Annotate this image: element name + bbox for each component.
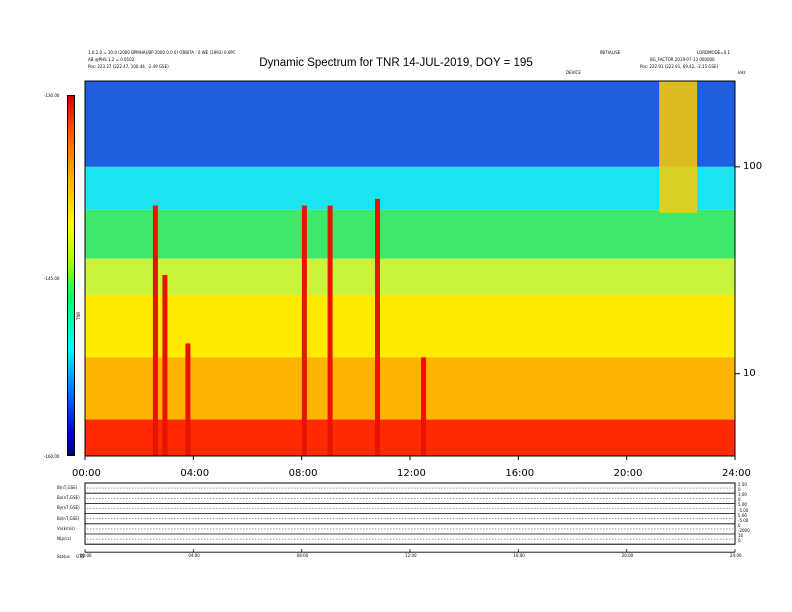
y-tick-label: 100 <box>743 160 763 172</box>
footer-status-label: Status <box>57 554 70 559</box>
burst-5 <box>375 198 380 456</box>
y-tick-label: 10 <box>743 367 756 379</box>
bottom-panel-right-tick: -5.00 <box>738 517 749 523</box>
bottom-panel-right-tick: -2000 <box>738 527 750 533</box>
bottom-panel-x-label: 08:00 <box>296 553 309 559</box>
bottom-panel-x-label: 00:00 <box>80 553 92 559</box>
bottom-panel-right-tick: 2.50 <box>738 482 747 487</box>
spectrum-band-yellow-green <box>85 258 735 296</box>
colorbar-tick-mid: -145.00 <box>44 276 60 281</box>
spectrum-band-yellow <box>85 295 735 358</box>
bottom-panel-right-tick: 5.00 <box>738 502 747 508</box>
burst-4 <box>327 205 333 456</box>
hf-activity-0 <box>659 81 698 213</box>
bottom-panel-row-label: By(nT,GSE) <box>57 505 80 511</box>
burst-0 <box>152 205 158 456</box>
header-info-right-3: Pos: 222.91 (222.91, 69.42, -2.15 GSE) <box>640 64 719 69</box>
header-info-left-2: AB @PHS 1.2 = 0.0102 <box>88 57 135 62</box>
burst-1 <box>162 274 168 456</box>
bottom-panel-row-label: N(p/cc) <box>57 536 72 541</box>
bottom-panel-right-tick: 0 <box>738 487 741 493</box>
footer-status-value: GTD <box>76 554 85 559</box>
bottom-panel-row-label: Bz(nT,GSE) <box>57 515 80 521</box>
header-info-left-3: Pos: 223.27 (222.47, 100.44, -2.49 GSE) <box>88 64 169 69</box>
bottom-panel-x-label: 20:00 <box>621 553 634 559</box>
burst-3 <box>301 205 307 456</box>
spectrum-band-blue <box>85 81 735 167</box>
header-info-left-1: 1.0.2.0 = 10:0 (2000 BPMHA)/BP 2000 0.0 … <box>88 50 236 55</box>
bottom-panel-x-label: 16:00 <box>513 553 525 559</box>
right-axis-unit: kHz <box>738 70 746 75</box>
x-tick-label: 04:00 <box>180 468 210 479</box>
colorbar <box>67 95 75 456</box>
bottom-panel-right-tick: 10 <box>738 533 744 538</box>
colorbar-tick-top: -130.00 <box>44 93 60 98</box>
bottom-panel-row-label: B(nT,GSE) <box>57 485 78 490</box>
header-info-right-1b: LORDMODE=0.1 <box>697 50 731 55</box>
header-info-right-2b: DEVICE <box>566 70 581 75</box>
x-tick-label: 08:00 <box>288 468 318 479</box>
spectrum-band-red <box>85 419 735 456</box>
spectrogram-frame <box>84 80 736 457</box>
x-tick-label: 16:00 <box>505 468 535 479</box>
burst-2 <box>185 343 191 456</box>
chart-title: Dynamic Spectrum for TNR 14-JUL-2019, DO… <box>259 57 533 69</box>
bottom-panel-row-label: Vx(km/s) <box>57 525 75 531</box>
bottom-panel-right-tick: 5.00 <box>738 512 747 518</box>
x-tick-label: 24:00 <box>722 468 751 479</box>
colorbar-tick-bottom: -160.00 <box>44 454 60 459</box>
x-tick-label: 00:00 <box>72 468 101 479</box>
bottom-panel-right-tick: 0 <box>738 497 741 503</box>
bottom-panel-right-tick: 3.00 <box>738 492 747 498</box>
spectrum-band-cyan <box>85 166 735 210</box>
header-info-right-1a: INITIALISE <box>600 50 621 55</box>
bottom-panel-x-label: 04:00 <box>188 553 200 559</box>
bottom-panel-right-tick: 0 <box>738 522 741 528</box>
bottom-panel-x-label: 12:00 <box>405 553 417 559</box>
header-info-right-2: BG_FACTOR 2019-07-13 000000 <box>650 57 715 62</box>
bottom-panel-row-label: Bx(nT,GSE) <box>57 495 80 501</box>
burst-6 <box>421 357 427 456</box>
spectrogram <box>85 81 735 456</box>
spectrum-band-green <box>85 209 735 259</box>
bottom-panel-right-tick: 0 <box>738 538 741 544</box>
x-tick-label: 20:00 <box>613 468 643 479</box>
spectrum-band-orange <box>85 357 735 420</box>
bottom-panel-right-tick: -5.00 <box>738 507 749 513</box>
x-tick-label: 12:00 <box>397 468 426 479</box>
bottom-panel-x-label: 24:00 <box>730 553 742 559</box>
